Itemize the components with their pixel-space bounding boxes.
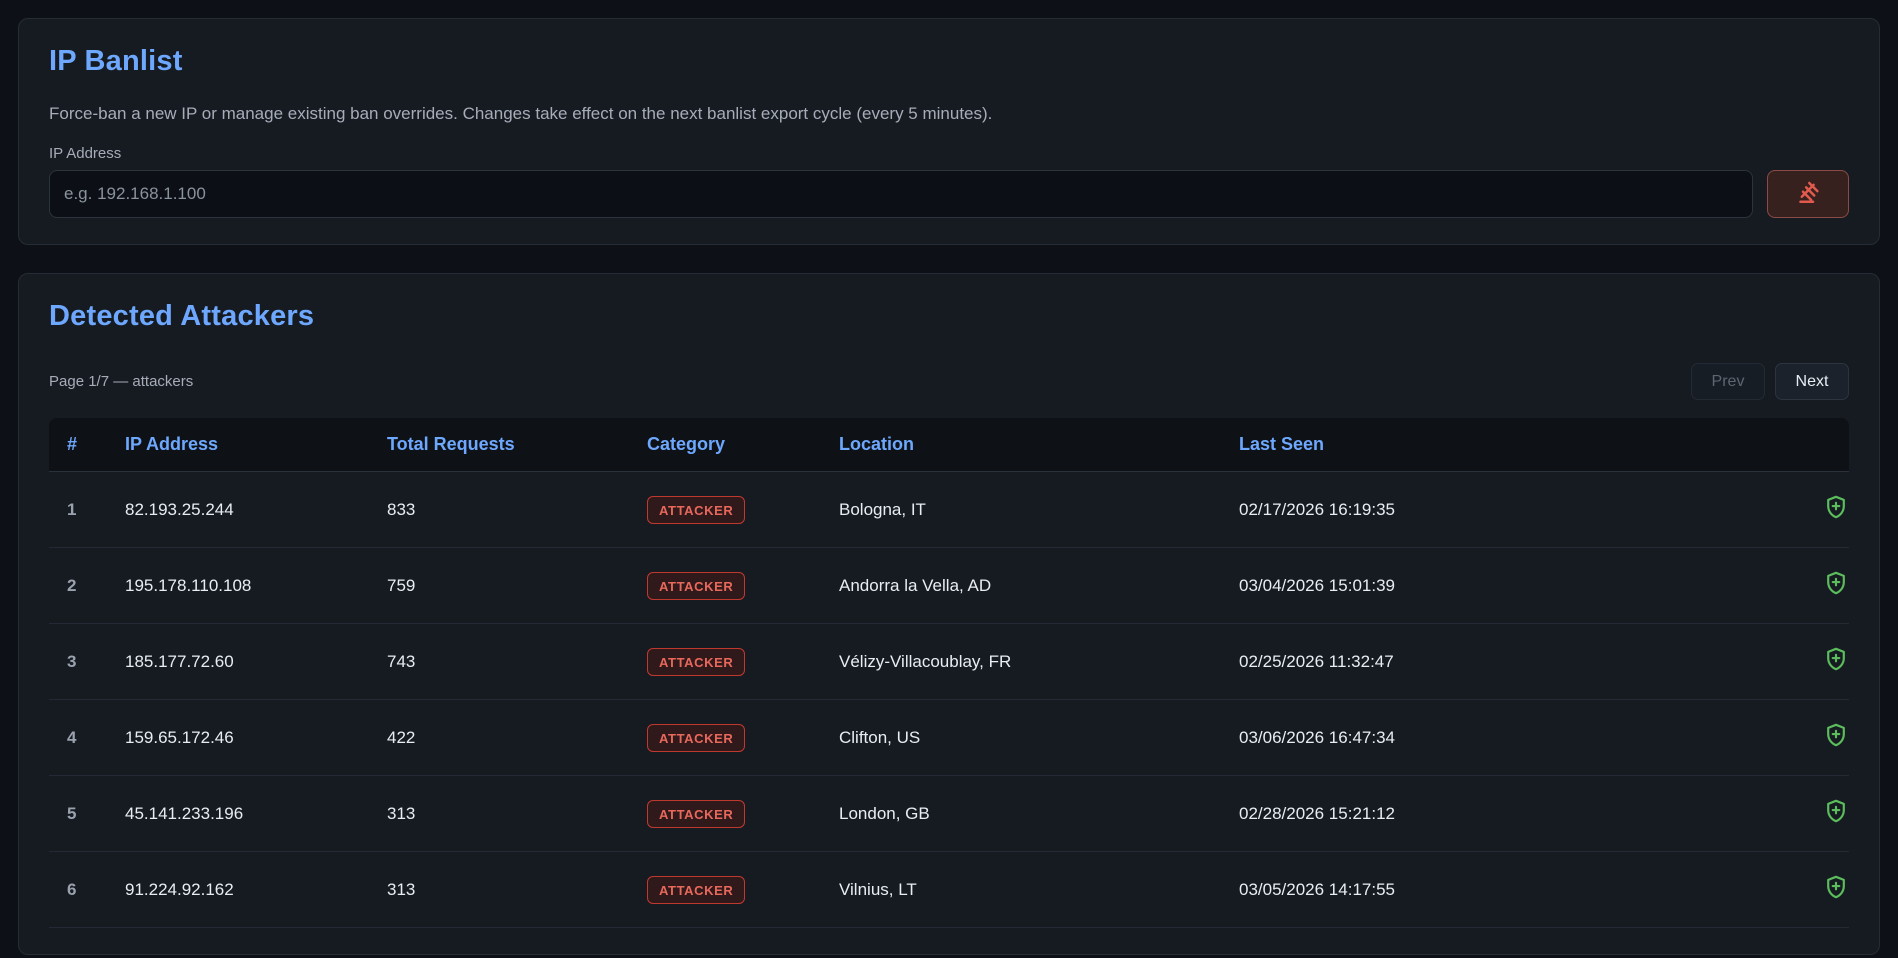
cell-index: 1 (49, 471, 125, 548)
cell-last-seen: 03/05/2026 14:17:55 (1239, 851, 1599, 928)
shield-plus-icon (1823, 723, 1849, 751)
allowlist-ip-button[interactable] (1823, 798, 1849, 824)
status-badge: ATTACKER (647, 799, 746, 828)
ip-banlist-title: IP Banlist (49, 45, 183, 77)
ban-ip-button[interactable] (1767, 170, 1849, 218)
cell-index: 4 (49, 699, 125, 776)
detected-attackers-title: Detected Attackers (49, 300, 315, 332)
cell-total-requests: 313 (387, 851, 647, 928)
cell-category: ATTACKER (647, 851, 839, 928)
allowlist-ip-button[interactable] (1823, 874, 1849, 900)
cell-actions (1599, 547, 1849, 624)
col-header-index[interactable]: # (49, 418, 125, 472)
cell-ip-address: 91.224.92.162 (125, 851, 387, 928)
status-badge: ATTACKER (647, 647, 746, 676)
cell-index: 2 (49, 547, 125, 624)
cell-total-requests: 422 (387, 699, 647, 776)
allowlist-ip-button[interactable] (1823, 646, 1849, 672)
next-page-button[interactable]: Next (1775, 363, 1849, 400)
pagination-bar: Page 1/7 — attackers Prev Next (49, 363, 1849, 400)
cell-actions (1599, 471, 1849, 548)
ip-input-row (49, 170, 1849, 218)
shield-plus-icon (1823, 495, 1849, 523)
status-badge: ATTACKER (647, 571, 746, 600)
cell-last-seen: 02/25/2026 11:32:47 (1239, 623, 1599, 700)
cell-location: London, GB (839, 775, 1239, 852)
cell-location: Bologna, IT (839, 471, 1239, 548)
cell-category: ATTACKER (647, 699, 839, 776)
cell-category: ATTACKER (647, 775, 839, 852)
cell-actions (1599, 851, 1849, 928)
table-row[interactable]: 5 45.141.233.196 313 ATTACKER London, GB… (49, 775, 1849, 852)
cell-category: ATTACKER (647, 623, 839, 700)
cell-actions (1599, 699, 1849, 776)
ip-address-input[interactable] (49, 170, 1753, 218)
cell-ip-address: 159.65.172.46 (125, 699, 387, 776)
cell-total-requests: 759 (387, 547, 647, 624)
attackers-table-head: # IP Address Total Requests Category Loc… (49, 418, 1849, 472)
ip-banlist-card: IP Banlist Force-ban a new IP or manage … (18, 18, 1880, 245)
pagination-buttons: Prev Next (1691, 363, 1849, 400)
cell-actions (1599, 775, 1849, 852)
col-header-last-seen[interactable]: Last Seen (1239, 418, 1599, 472)
col-header-ip[interactable]: IP Address (125, 418, 387, 472)
status-badge: ATTACKER (647, 723, 746, 752)
cell-location: Clifton, US (839, 699, 1239, 776)
cell-location: Andorra la Vella, AD (839, 547, 1239, 624)
table-row[interactable]: 4 159.65.172.46 422 ATTACKER Clifton, US… (49, 699, 1849, 776)
cell-index: 6 (49, 851, 125, 928)
status-badge: ATTACKER (647, 495, 746, 524)
shield-plus-icon (1823, 875, 1849, 903)
allowlist-ip-button[interactable] (1823, 722, 1849, 748)
cell-actions (1599, 623, 1849, 700)
cell-ip-address: 185.177.72.60 (125, 623, 387, 700)
table-header-row: # IP Address Total Requests Category Loc… (49, 418, 1849, 472)
attackers-table-body: 1 82.193.25.244 833 ATTACKER Bologna, IT… (49, 471, 1849, 928)
table-row[interactable]: 2 195.178.110.108 759 ATTACKER Andorra l… (49, 547, 1849, 624)
col-header-location[interactable]: Location (839, 418, 1239, 472)
pagination-status: Page 1/7 — attackers (49, 373, 194, 390)
ip-address-label: IP Address (49, 145, 122, 162)
cell-category: ATTACKER (647, 471, 839, 548)
detected-attackers-card: Detected Attackers Page 1/7 — attackers … (18, 273, 1880, 955)
cell-total-requests: 313 (387, 775, 647, 852)
ip-banlist-description: Force-ban a new IP or manage existing ba… (49, 104, 993, 123)
status-badge: ATTACKER (647, 875, 746, 904)
col-header-requests[interactable]: Total Requests (387, 418, 647, 472)
cell-total-requests: 833 (387, 471, 647, 548)
col-header-category[interactable]: Category (647, 418, 839, 472)
cell-ip-address: 45.141.233.196 (125, 775, 387, 852)
cell-index: 3 (49, 623, 125, 700)
allowlist-ip-button[interactable] (1823, 494, 1849, 520)
cell-last-seen: 02/17/2026 16:19:35 (1239, 471, 1599, 548)
shield-plus-icon (1823, 647, 1849, 675)
cell-location: Vélizy-Villacoublay, FR (839, 623, 1239, 700)
table-row[interactable]: 1 82.193.25.244 833 ATTACKER Bologna, IT… (49, 471, 1849, 548)
gavel-icon (1793, 178, 1823, 211)
shield-plus-icon (1823, 571, 1849, 599)
cell-category: ATTACKER (647, 547, 839, 624)
cell-index: 5 (49, 775, 125, 852)
cell-total-requests: 743 (387, 623, 647, 700)
table-row[interactable]: 6 91.224.92.162 313 ATTACKER Vilnius, LT… (49, 851, 1849, 928)
allowlist-ip-button[interactable] (1823, 570, 1849, 596)
cell-last-seen: 03/06/2026 16:47:34 (1239, 699, 1599, 776)
table-row[interactable]: 3 185.177.72.60 743 ATTACKER Vélizy-Vill… (49, 623, 1849, 700)
cell-ip-address: 82.193.25.244 (125, 471, 387, 548)
cell-last-seen: 03/04/2026 15:01:39 (1239, 547, 1599, 624)
col-header-actions (1599, 418, 1849, 472)
cell-location: Vilnius, LT (839, 851, 1239, 928)
cell-last-seen: 02/28/2026 15:21:12 (1239, 775, 1599, 852)
attackers-table: # IP Address Total Requests Category Loc… (49, 418, 1849, 928)
shield-plus-icon (1823, 799, 1849, 827)
cell-ip-address: 195.178.110.108 (125, 547, 387, 624)
prev-page-button[interactable]: Prev (1691, 363, 1765, 400)
